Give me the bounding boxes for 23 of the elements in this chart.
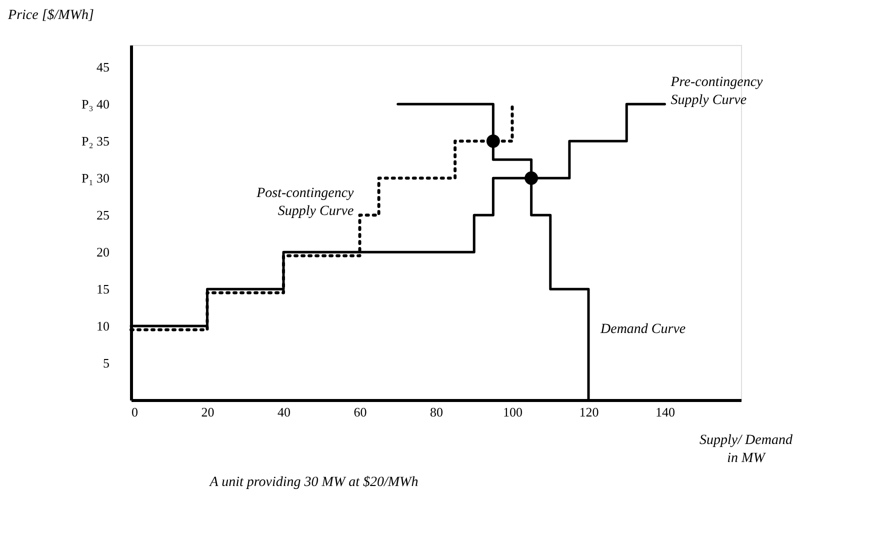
y-tick-label: 15 xyxy=(96,282,110,297)
x-tick-label: 140 xyxy=(656,404,675,420)
text: A unit providing 30 MW at $20/MWh xyxy=(208,475,418,490)
x-tick-label: 40 xyxy=(278,404,290,420)
y-tick-label: 5 xyxy=(103,356,110,371)
series-label: Pre-contingency Supply Curve xyxy=(670,75,764,108)
x-tick-label: 60 xyxy=(354,404,367,420)
y-tick-label: 20 xyxy=(96,244,110,260)
y-tick-label: P₁ 30 xyxy=(81,170,110,186)
x-tick-label: 0 xyxy=(132,404,138,420)
y-tick-label: 45 xyxy=(96,60,110,75)
series-label: Post-contingency Supply Curve xyxy=(256,186,355,220)
y-tick-label: 25 xyxy=(96,208,110,223)
y-tick-label: P₂ 35 xyxy=(81,134,110,149)
x-tick-label: 20 xyxy=(201,404,214,420)
y-axis-title: Price [$/MWh] xyxy=(7,8,94,23)
x-tick-label: 100 xyxy=(503,404,522,420)
y-tick-label: P₃ 40 xyxy=(81,96,110,112)
x-tick-label: 80 xyxy=(430,404,443,420)
x-tick-label: 120 xyxy=(579,404,599,420)
series-label: Demand Curve xyxy=(600,322,686,338)
x-axis-title: Supply/ Demand in MW xyxy=(700,433,794,466)
y-tick-label: 10 xyxy=(96,318,110,334)
